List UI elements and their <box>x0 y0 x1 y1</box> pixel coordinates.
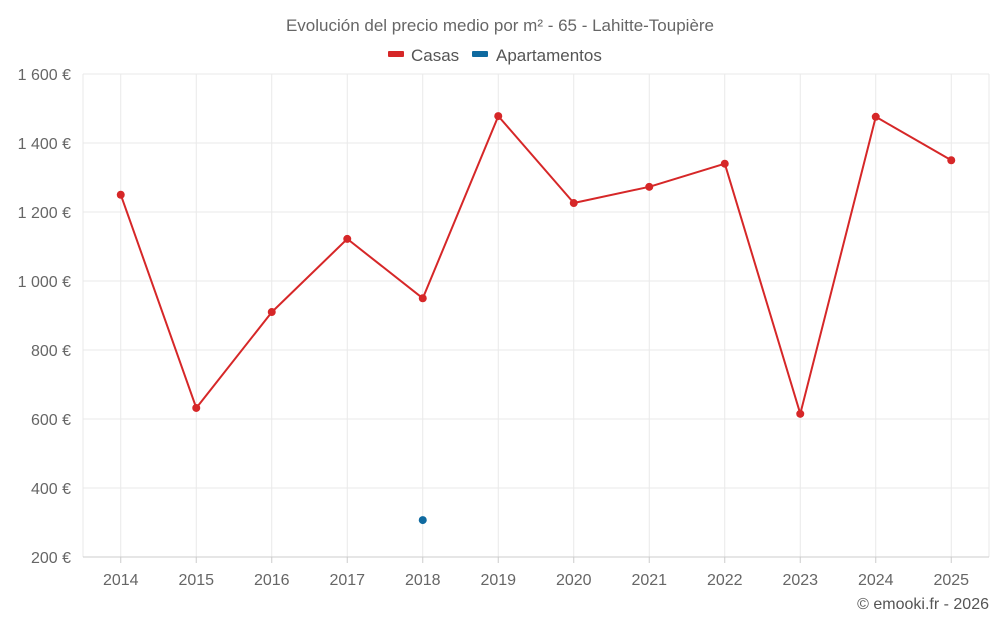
legend-item-casas[interactable]: Casas <box>388 46 459 65</box>
series-line-casas <box>119 115 952 415</box>
data-point-apartamentos-2018[interactable] <box>418 516 427 525</box>
legend-swatch-casas <box>388 51 404 57</box>
grid <box>82 73 990 558</box>
y-tick-label: 600 € <box>31 412 71 429</box>
y-tick-label: 1 000 € <box>18 274 71 291</box>
x-axis: 2014 2015 2016 2017 2018 2019 2020 2021 2022 2023… <box>83 556 989 589</box>
x-tick-label: 2018 <box>405 572 441 589</box>
data-point-casas-2020[interactable] <box>569 199 578 208</box>
x-tick-label: 2021 <box>631 572 667 589</box>
x-tick-label: 2016 <box>254 572 290 589</box>
chart-title: Evolución del precio medio por m² - 65 -… <box>286 16 714 35</box>
series <box>116 112 956 525</box>
data-point-casas-2016[interactable] <box>267 308 276 317</box>
y-tick-label: 1 200 € <box>18 205 71 222</box>
y-axis: 200 € 400 € 600 € 800 € 1 000 € 1 200 € 1 400 … <box>18 67 71 567</box>
credit-text: © emooki.fr - 2026 <box>857 596 989 613</box>
data-point-casas-2022[interactable] <box>720 159 729 168</box>
legend-label-casas: Casas <box>411 46 459 65</box>
x-tick-label: 2015 <box>178 572 214 589</box>
data-point-casas-2018[interactable] <box>418 294 427 303</box>
data-point-casas-2025[interactable] <box>947 156 956 165</box>
data-point-casas-2024[interactable] <box>871 112 880 121</box>
data-point-casas-2017[interactable] <box>343 234 352 243</box>
y-tick-label: 800 € <box>31 343 71 360</box>
legend-swatch-apartamentos <box>472 51 488 57</box>
x-tick-label: 2023 <box>782 572 818 589</box>
data-point-casas-2021[interactable] <box>645 182 654 191</box>
x-tick-label: 2022 <box>707 572 743 589</box>
legend: Casas Apartamentos <box>388 46 602 65</box>
x-tick-label: 2024 <box>858 572 894 589</box>
y-tick-label: 1 400 € <box>18 136 71 153</box>
x-tick-label: 2017 <box>329 572 365 589</box>
x-tick-label: 2020 <box>556 572 592 589</box>
data-point-casas-2014[interactable] <box>116 190 125 199</box>
legend-label-apartamentos: Apartamentos <box>496 46 602 65</box>
data-point-casas-2015[interactable] <box>192 403 201 412</box>
y-tick-label: 200 € <box>31 550 71 567</box>
y-tick-label: 1 600 € <box>18 67 71 84</box>
y-tick-label: 400 € <box>31 481 71 498</box>
data-point-casas-2019[interactable] <box>494 112 503 121</box>
legend-item-apartamentos[interactable]: Apartamentos <box>472 46 602 65</box>
data-point-casas-2023[interactable] <box>796 409 805 418</box>
x-tick-label: 2025 <box>933 572 969 589</box>
x-tick-label: 2014 <box>103 572 139 589</box>
x-tick-label: 2019 <box>480 572 516 589</box>
